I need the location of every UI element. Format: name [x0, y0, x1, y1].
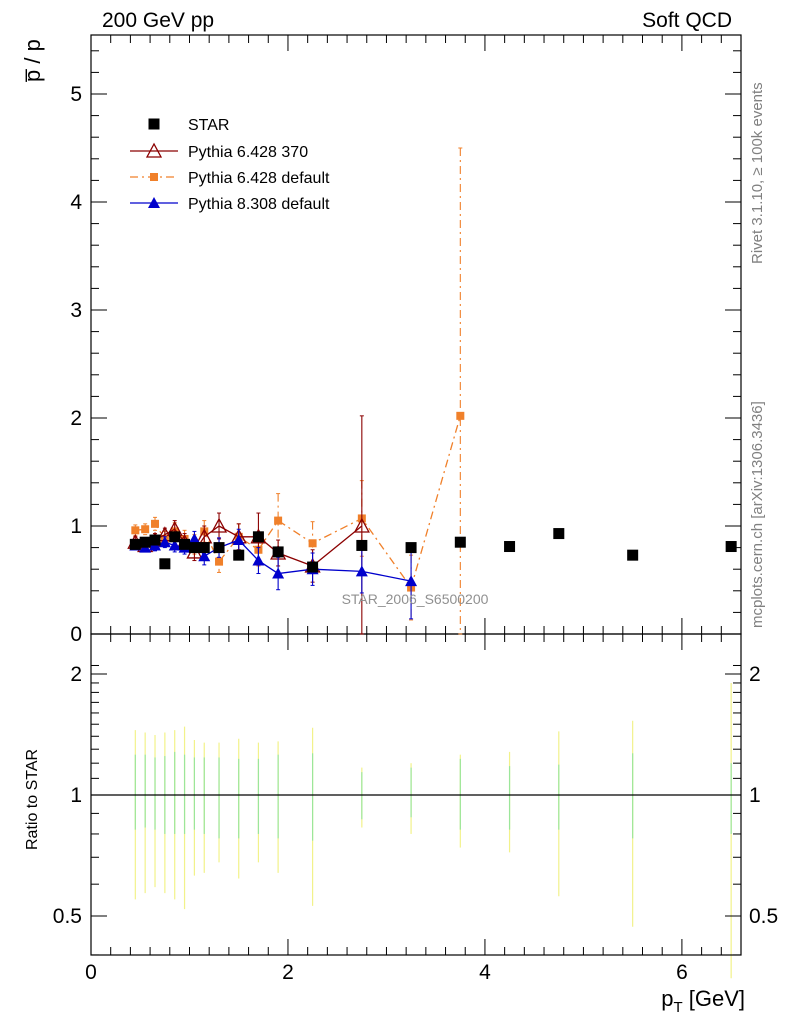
main-y-tick-label: 0 — [70, 623, 82, 646]
pythia8-default-point — [355, 565, 368, 577]
pythia8-default-point — [272, 567, 285, 579]
x-axis-label: pT [GeV] — [661, 986, 745, 1016]
star-data-point — [179, 538, 191, 550]
ratio-plot-axes: 0 2 4 6 0.5 0.5 1 1 2 2 — [53, 633, 778, 984]
pythia6-default-point — [131, 526, 140, 535]
star-data-point — [129, 538, 141, 550]
legend-label: Pythia 8.308 default — [188, 196, 330, 213]
star-data-point — [188, 542, 200, 554]
rivet-version-note: Rivet 3.1.10, ≥ 100k events — [749, 82, 766, 264]
x-tick-label: 4 — [479, 961, 491, 984]
legend-label: Pythia 6.428 370 — [188, 144, 308, 161]
main-y-tick-label: 1 — [70, 515, 82, 538]
legend-label: STAR — [188, 117, 229, 134]
main-y-axis-label: p̅ / p — [20, 39, 45, 82]
star-data-point — [405, 542, 417, 554]
main-plot-series — [127, 147, 737, 635]
pythia8-default-point — [405, 575, 418, 587]
legend: STAR Pythia 6.428 370 Pythia 6.428 default… — [130, 117, 330, 213]
legend-entry-1: Pythia 6.428 370 — [130, 142, 308, 161]
main-y-tick-label: 2 — [70, 407, 82, 430]
star-data-point — [233, 549, 245, 561]
pythia6-default-point — [141, 525, 150, 534]
pythia8-default-point — [198, 550, 211, 562]
star-data-point — [504, 541, 516, 553]
pythia8-default-point — [148, 197, 160, 208]
ratio-y-tick-label-right: 0.5 — [749, 905, 778, 928]
pythia8-default-point — [158, 536, 171, 548]
x-tick-label: 2 — [282, 961, 294, 984]
legend-entry-2: Pythia 6.428 default — [130, 170, 330, 187]
star-data-point — [725, 541, 737, 553]
pythia6-default-point — [151, 519, 160, 528]
series-0 — [129, 528, 737, 573]
star-data-point — [627, 549, 639, 561]
legend-label: Pythia 6.428 default — [188, 170, 330, 187]
star-data-point — [159, 558, 171, 570]
ratio-y-tick-label-left: 2 — [70, 663, 82, 686]
star-data-point — [307, 561, 319, 573]
pythia6-default-point — [215, 557, 224, 566]
pythia6-default-point — [274, 516, 283, 525]
pythia8-default-point — [232, 534, 245, 546]
main-y-tick-label: 3 — [70, 299, 82, 322]
pythia8-default-point — [168, 539, 181, 551]
pythia8-default-point — [188, 532, 201, 544]
pythia8-default-point — [252, 554, 265, 566]
ratio-uncertainty-bands — [134, 682, 732, 979]
star-data-point — [213, 542, 225, 554]
star-data-point — [272, 546, 284, 558]
pythia6-370-point — [210, 517, 228, 533]
star-data-point — [148, 118, 160, 130]
pythia6-default-point — [456, 411, 465, 420]
pythia6-default-point — [150, 173, 158, 181]
star-data-point — [139, 536, 151, 548]
series-line — [135, 415, 461, 590]
star-data-point — [252, 531, 264, 543]
legend-entry-0: STAR — [148, 117, 229, 134]
header-right-title: Soft QCD — [642, 9, 732, 32]
star-data-point — [454, 536, 466, 548]
header-left-title: 200 GeV pp — [102, 9, 214, 32]
main-y-tick-label: 5 — [70, 83, 82, 106]
star-data-point — [553, 528, 565, 540]
pythia6-default-point — [308, 539, 317, 548]
star-data-point — [149, 534, 161, 546]
analysis-label: STAR_2006_S6500200 — [342, 591, 489, 607]
ratio-y-tick-label-right: 2 — [749, 663, 761, 686]
star-data-point — [356, 539, 368, 551]
x-tick-label: 0 — [85, 961, 97, 984]
series-1 — [127, 415, 370, 635]
ratio-y-tick-label-left: 1 — [70, 784, 82, 807]
star-data-point — [198, 542, 210, 554]
star-data-point — [169, 531, 181, 543]
pythia6-370-point — [145, 142, 163, 158]
pythia6-370-point — [353, 517, 370, 533]
ratio-y-axis-label: Ratio to STAR — [24, 749, 41, 850]
x-tick-label: 6 — [676, 961, 688, 984]
legend-entry-3: Pythia 8.308 default — [130, 196, 330, 213]
mcplots-note: mcplots.cern.ch [arXiv:1306.3436] — [749, 401, 766, 628]
main-plot-axes: 0 1 2 3 4 5 — [70, 34, 742, 646]
ratio-y-tick-label-right: 1 — [749, 784, 761, 807]
main-y-tick-label: 4 — [70, 191, 82, 214]
ratio-y-tick-label-left: 0.5 — [53, 905, 82, 928]
